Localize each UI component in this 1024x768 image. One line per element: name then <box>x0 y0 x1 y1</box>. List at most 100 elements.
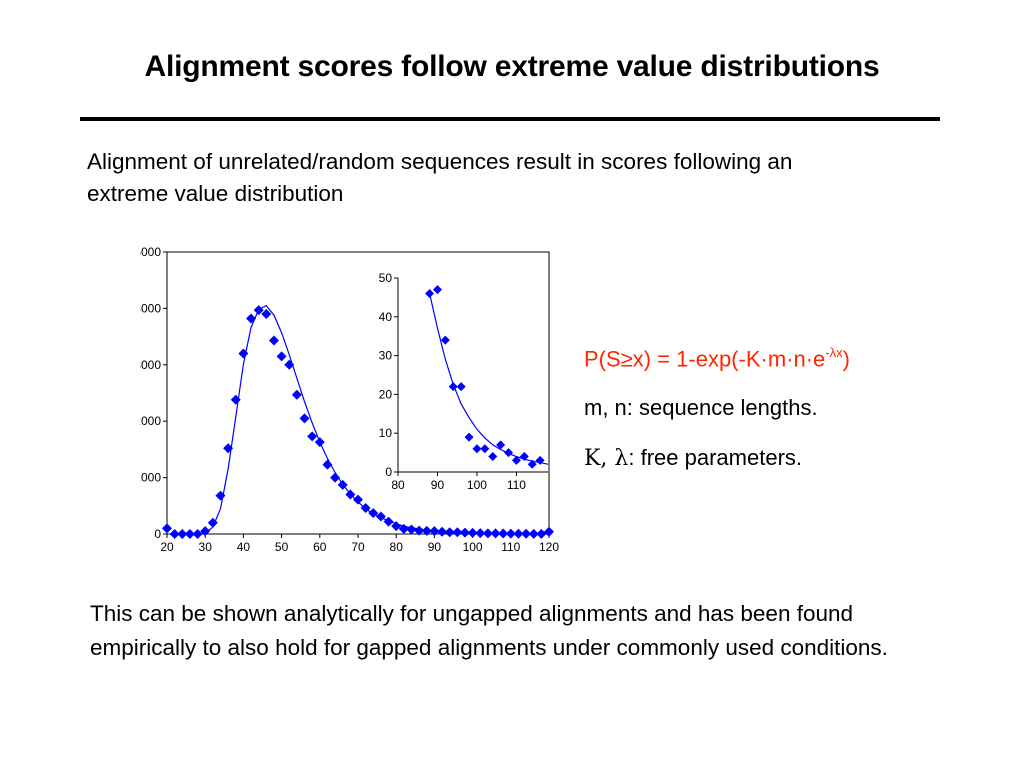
inset-fit-curve <box>429 293 549 465</box>
main-data-point <box>253 305 264 316</box>
title-rule <box>80 117 940 121</box>
main-data-point <box>544 526 554 537</box>
main-data-point <box>184 529 195 539</box>
main-data-point <box>261 309 272 320</box>
main-data-point <box>246 313 257 324</box>
main-data-point <box>498 528 509 539</box>
main-data-point <box>528 528 539 539</box>
main-data-point <box>223 443 234 454</box>
parameter-symbols: K, λ <box>584 446 629 471</box>
free-parameters-note: K, λ: free parameters. <box>584 444 802 473</box>
inset-y-tick-label: 20 <box>379 387 393 401</box>
main-data-point <box>429 526 440 537</box>
main-plot: 2030405060708090100110120010002000300040… <box>140 245 559 554</box>
main-data-point <box>414 525 425 536</box>
inset-data-point <box>480 444 490 454</box>
main-data-point <box>291 389 302 400</box>
sequence-lengths-note: m, n: sequence lengths. <box>584 395 818 420</box>
score-distribution-chart: 2030405060708090100110120010002000300040… <box>140 245 559 554</box>
inset-y-tick-label: 30 <box>379 349 393 363</box>
main-data-point <box>513 528 524 539</box>
inset-data-point <box>527 459 537 469</box>
main-x-tick-label: 40 <box>237 540 251 554</box>
inset-data-point <box>535 455 545 465</box>
main-data-point <box>299 413 310 424</box>
slide-title: Alignment scores follow extreme value di… <box>144 50 880 83</box>
inset-data-point <box>456 382 466 392</box>
inset-data-point <box>519 451 529 461</box>
main-data-point <box>383 516 394 527</box>
inset-y-tick-label: 10 <box>379 426 393 440</box>
main-data-point <box>459 527 470 538</box>
main-y-tick-label: 5000 <box>140 245 161 259</box>
main-data-point <box>421 525 432 536</box>
main-x-tick-label: 80 <box>390 540 404 554</box>
main-data-point <box>192 529 203 539</box>
main-data-point <box>467 527 478 538</box>
main-data-point <box>505 528 516 539</box>
main-data-point <box>452 527 463 538</box>
main-data-point <box>391 521 402 532</box>
main-data-point <box>368 508 379 519</box>
inset-data-point <box>425 289 435 299</box>
main-data-point <box>490 528 501 539</box>
main-frame <box>166 251 550 535</box>
main-x-tick-label: 60 <box>313 540 327 554</box>
main-data-point <box>398 523 409 534</box>
main-data-point <box>330 472 341 483</box>
inset-data-point <box>488 451 498 461</box>
inset-x-tick-label: 110 <box>507 478 526 492</box>
main-data-point <box>353 494 363 505</box>
main-x-tick-label: 30 <box>199 540 213 554</box>
main-data-point <box>200 526 211 537</box>
main-x-tick-label: 20 <box>160 540 174 554</box>
main-data-point <box>437 526 448 537</box>
bottom-text: This can be shown analytically for ungap… <box>90 601 888 660</box>
main-data-point <box>521 528 532 539</box>
inset-data-point <box>432 285 442 295</box>
inset-plot: 80 90 100 110 0 10 20 30 40 50 <box>379 271 549 492</box>
main-data-point <box>536 528 547 539</box>
main-y-tick-label: 0 <box>154 527 161 541</box>
main-y-tick-label: 1000 <box>140 471 161 485</box>
main-data-point <box>207 517 218 528</box>
main-x-tick-label: 100 <box>463 540 483 554</box>
inset-y-tick-label: 0 <box>385 465 392 479</box>
inset-y-tick-label: 40 <box>379 310 393 324</box>
main-y-tick-label: 3000 <box>140 358 161 372</box>
main-data-point <box>360 503 371 514</box>
main-data-point <box>284 359 295 370</box>
main-data-point <box>444 527 455 538</box>
main-data-point <box>276 351 287 362</box>
main-y-tick-label: 4000 <box>140 301 161 315</box>
main-data-point <box>337 479 348 490</box>
intro-text: Alignment of unrelated/random sequences … <box>87 149 793 206</box>
inset-data-point <box>472 444 482 454</box>
inset-data-point <box>440 335 450 345</box>
inset-data-point <box>496 440 506 450</box>
parameter-text: : free parameters. <box>628 445 803 470</box>
formula-exponent: -λx <box>825 345 843 360</box>
main-x-tick-label: 70 <box>351 540 365 554</box>
inset-data-point <box>448 382 458 392</box>
main-x-tick-label: 90 <box>428 540 442 554</box>
inset-y-tick-label: 50 <box>379 271 393 285</box>
main-data-point <box>177 529 188 539</box>
main-data-point <box>482 528 493 539</box>
main-data-point <box>475 528 486 539</box>
formula-lhs: P(S≥x) = 1-exp(-K·m·n·e <box>584 346 826 372</box>
main-data-point <box>375 511 386 522</box>
main-data-point <box>322 459 333 470</box>
inset-x-tick-label: 80 <box>391 478 405 492</box>
main-data-point <box>169 529 180 539</box>
main-data-point <box>162 523 172 534</box>
main-data-point <box>345 489 356 500</box>
main-data-point <box>215 490 226 501</box>
formula-close: ) <box>842 346 850 372</box>
inset-x-tick-label: 90 <box>431 478 445 492</box>
main-x-tick-label: 50 <box>275 540 289 554</box>
main-x-tick-label: 120 <box>539 540 559 554</box>
main-data-point <box>314 437 325 448</box>
main-data-point <box>230 394 241 405</box>
